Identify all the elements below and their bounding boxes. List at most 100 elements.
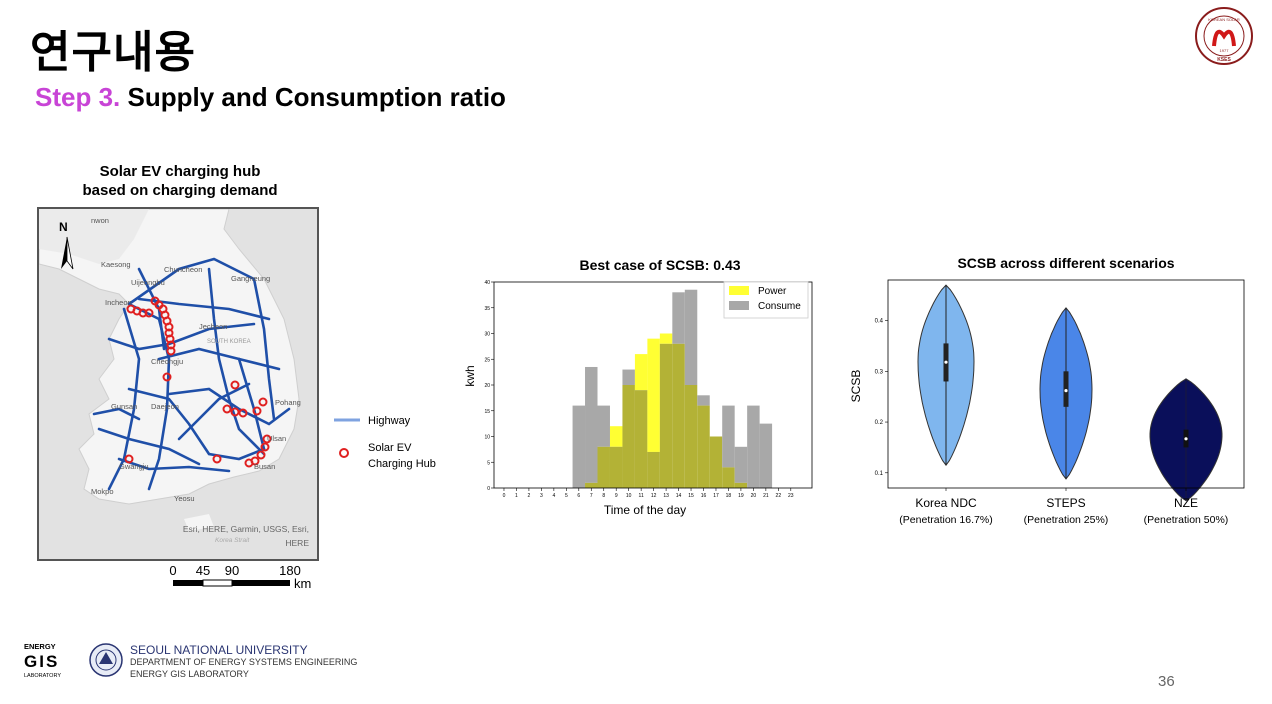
- hist-bar-power: [647, 338, 660, 452]
- footer-university: SEOUL NATIONAL UNIVERSITY: [130, 643, 308, 657]
- hist-xtick-label: 14: [676, 493, 682, 499]
- place-label: Incheon: [105, 298, 132, 307]
- hist-xtick-label: 5: [565, 493, 568, 499]
- hist-bar-overlap: [672, 343, 685, 488]
- place-label: Gunsan: [111, 402, 137, 411]
- hist-bar-consume: [572, 405, 586, 488]
- snu-emblem-icon: [89, 643, 123, 677]
- hist-xtick-label: 18: [726, 493, 732, 499]
- hist-bar-consume: [759, 423, 773, 488]
- hist-bar-overlap: [684, 385, 698, 488]
- hist-xtick-label: 0: [503, 493, 506, 499]
- hist-bar-power: [659, 333, 673, 344]
- hist-bar-overlap: [609, 446, 623, 488]
- hist-ytick-label: 20: [484, 383, 490, 389]
- histogram-bars: [572, 289, 773, 488]
- hist-xtick-label: 12: [651, 493, 657, 499]
- scale-unit: km: [294, 576, 311, 591]
- hist-bar-power: [609, 426, 623, 447]
- hist-legend-label: Consume: [758, 301, 801, 312]
- hist-xtick-label: 2: [528, 493, 531, 499]
- scale-tick-label: 180: [279, 563, 301, 578]
- hist-bar-consume: [597, 405, 610, 447]
- violin-ytick-label: 0.4: [875, 319, 884, 325]
- energy-gis-lab-logo: ENERGY GIS LABORATORY: [24, 642, 61, 679]
- hist-bar-consume: [672, 292, 685, 344]
- hist-ytick-label: 5: [487, 460, 490, 466]
- violin-ytick-label: 0.1: [875, 471, 884, 477]
- hist-bar-overlap: [709, 436, 723, 488]
- violin-median-point: [944, 360, 948, 364]
- hist-bar-overlap: [659, 343, 673, 488]
- hub-legend-swatch: [339, 448, 349, 458]
- place-labels: nwon Kaesong Chuncheon Uijeongbu Gangneu…: [91, 216, 301, 544]
- place-label: Busan: [254, 462, 275, 471]
- hist-legend-swatch: [729, 286, 749, 295]
- hist-xtick-label: 8: [602, 493, 605, 499]
- page-number: 36: [1158, 673, 1175, 690]
- violin-category-sublabel: (Penetration 25%): [1024, 514, 1109, 526]
- page-title: 연구내용: [30, 27, 196, 78]
- scsb-histogram-chart: Best case of SCSB: 0.43 kwh Time of the …: [463, 257, 813, 517]
- violin-ytick-label: 0.2: [875, 420, 884, 426]
- hub-legend-label-2: Charging Hub: [368, 458, 436, 470]
- hist-xtick-label: 19: [738, 493, 744, 499]
- hist-bar-overlap: [585, 482, 598, 488]
- scale-bar: 0 45 90 180 km: [169, 563, 311, 591]
- violin-shapes: [917, 284, 1223, 502]
- scale-tick-label: 90: [225, 563, 239, 578]
- hist-bar-consume: [734, 446, 748, 483]
- hist-bar-consume: [622, 369, 635, 385]
- histogram-ylabel: kwh: [463, 365, 477, 386]
- kses-logo: KOREAN SOLAR 1977 KSES: [1195, 7, 1253, 65]
- attribution-line1: Esri, HERE, Garmin, USGS, Esri,: [183, 524, 309, 534]
- hist-bar-overlap: [722, 467, 735, 488]
- place-label: Jecheon: [199, 322, 227, 331]
- hist-xtick-label: 21: [763, 493, 769, 499]
- hist-xtick-label: 11: [639, 493, 644, 499]
- violin-category-sublabel: (Penetration 16.7%): [899, 514, 992, 526]
- hist-xtick-label: 10: [626, 493, 632, 499]
- place-label: Pohang: [275, 398, 301, 407]
- violin-median-point: [1064, 388, 1068, 393]
- hist-ytick-label: 30: [484, 332, 490, 338]
- hist-xtick-label: 17: [713, 493, 719, 499]
- violin-category-label: NZE: [1174, 496, 1198, 510]
- lab-logo-line1: ENERGY: [24, 642, 56, 651]
- hist-xtick-label: 3: [540, 493, 543, 499]
- hist-bar-overlap: [597, 446, 610, 488]
- hist-xtick-label: 6: [577, 493, 580, 499]
- attribution-line2: HERE: [285, 538, 309, 548]
- hub-legend-label-1: Solar EV: [368, 442, 412, 454]
- hist-xtick-label: 15: [688, 493, 694, 499]
- north-arrow: N: [59, 220, 74, 270]
- map-title-line1: Solar EV charging hub: [99, 163, 261, 180]
- footer-lab: ENERGY GIS LABORATORY: [130, 669, 249, 679]
- lab-logo-line3: LABORATORY: [24, 673, 61, 679]
- hist-ytick-label: 25: [484, 357, 490, 363]
- violin-category-sublabel: (Penetration 50%): [1144, 514, 1229, 526]
- hist-bar-consume: [697, 395, 710, 406]
- map-attribution: Esri, HERE, Garmin, USGS, Esri, HERE: [183, 524, 309, 548]
- violin-ytick-label: 0.3: [875, 369, 884, 375]
- histogram-title: Best case of SCSB: 0.43: [579, 257, 740, 273]
- hist-xtick-label: 20: [751, 493, 757, 499]
- hist-bar-consume: [747, 405, 760, 488]
- hist-xtick-label: 9: [615, 493, 618, 499]
- logo-abbr: KSES: [1217, 57, 1231, 63]
- hist-bar-overlap: [697, 405, 710, 488]
- hist-bar-overlap: [634, 390, 648, 488]
- histogram-xlabel: Time of the day: [604, 503, 686, 517]
- violin-axes: 0.1 0.2 0.3 0.4 Korea NDC (Penetration 16.7%)…: [875, 279, 1245, 526]
- hist-bar-consume: [684, 289, 698, 385]
- violin-title: SCSB across different scenarios: [957, 255, 1174, 271]
- lab-logo-line2: GIS: [24, 652, 59, 671]
- north-label: N: [59, 220, 68, 234]
- footer: ENERGY GIS LABORATORY SEOUL NATIONAL UNI…: [22, 640, 422, 684]
- section-subtitle: Step 3. Supply and Consumption ratio: [35, 82, 506, 113]
- hist-legend-label: Power: [758, 286, 787, 297]
- place-label: Chuncheon: [164, 265, 202, 274]
- hist-xtick-label: 1: [515, 493, 518, 499]
- hist-bar-overlap: [734, 482, 748, 488]
